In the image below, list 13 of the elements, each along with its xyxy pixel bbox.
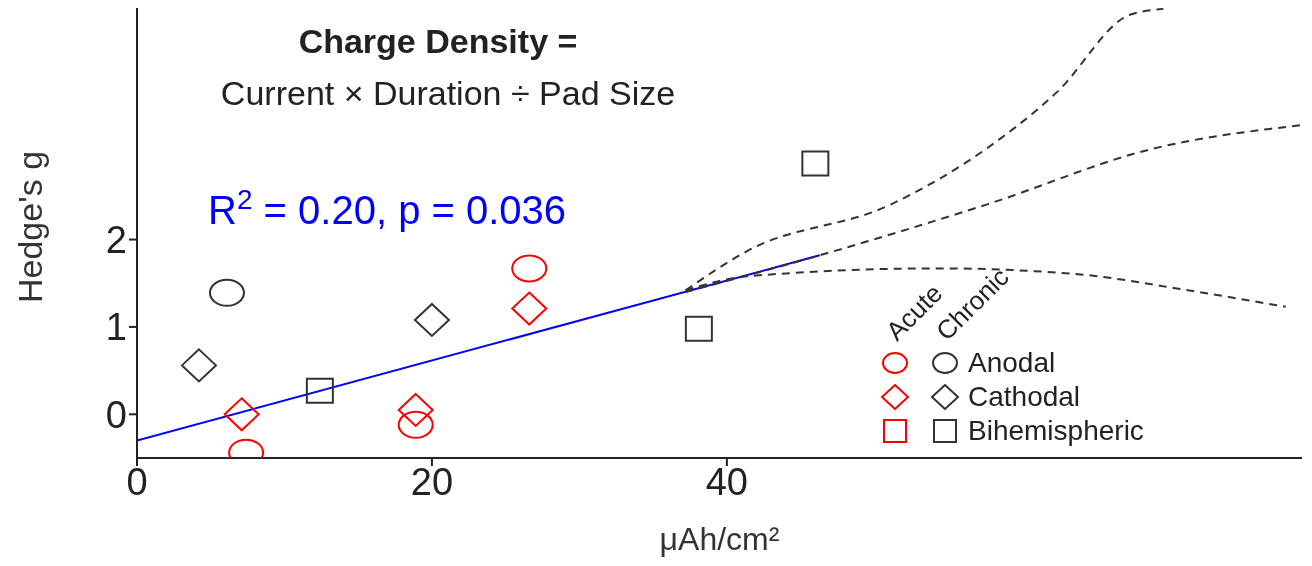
y-axis-title: Hedge's g [11,150,50,303]
legend-label: Cathodal [968,381,1081,413]
y-tick-label: 2 [105,219,127,262]
legend-label: Bihemispheric [968,415,1144,447]
x-tick-label: 20 [410,460,454,503]
x-tick-label: 40 [705,460,749,503]
legend-label: Anodal [968,347,1056,379]
annotation: R$^{2}$ = 0.20, p = 0.036 [208,183,567,232]
y-tick-label: 1 [105,306,127,349]
chart-title: Charge Density = [297,22,579,61]
x-axis-title: μAh/cm² [659,521,780,557]
text: Current × Duration ÷ Pad Size [219,74,677,113]
y-tick-label: 0 [105,393,127,436]
